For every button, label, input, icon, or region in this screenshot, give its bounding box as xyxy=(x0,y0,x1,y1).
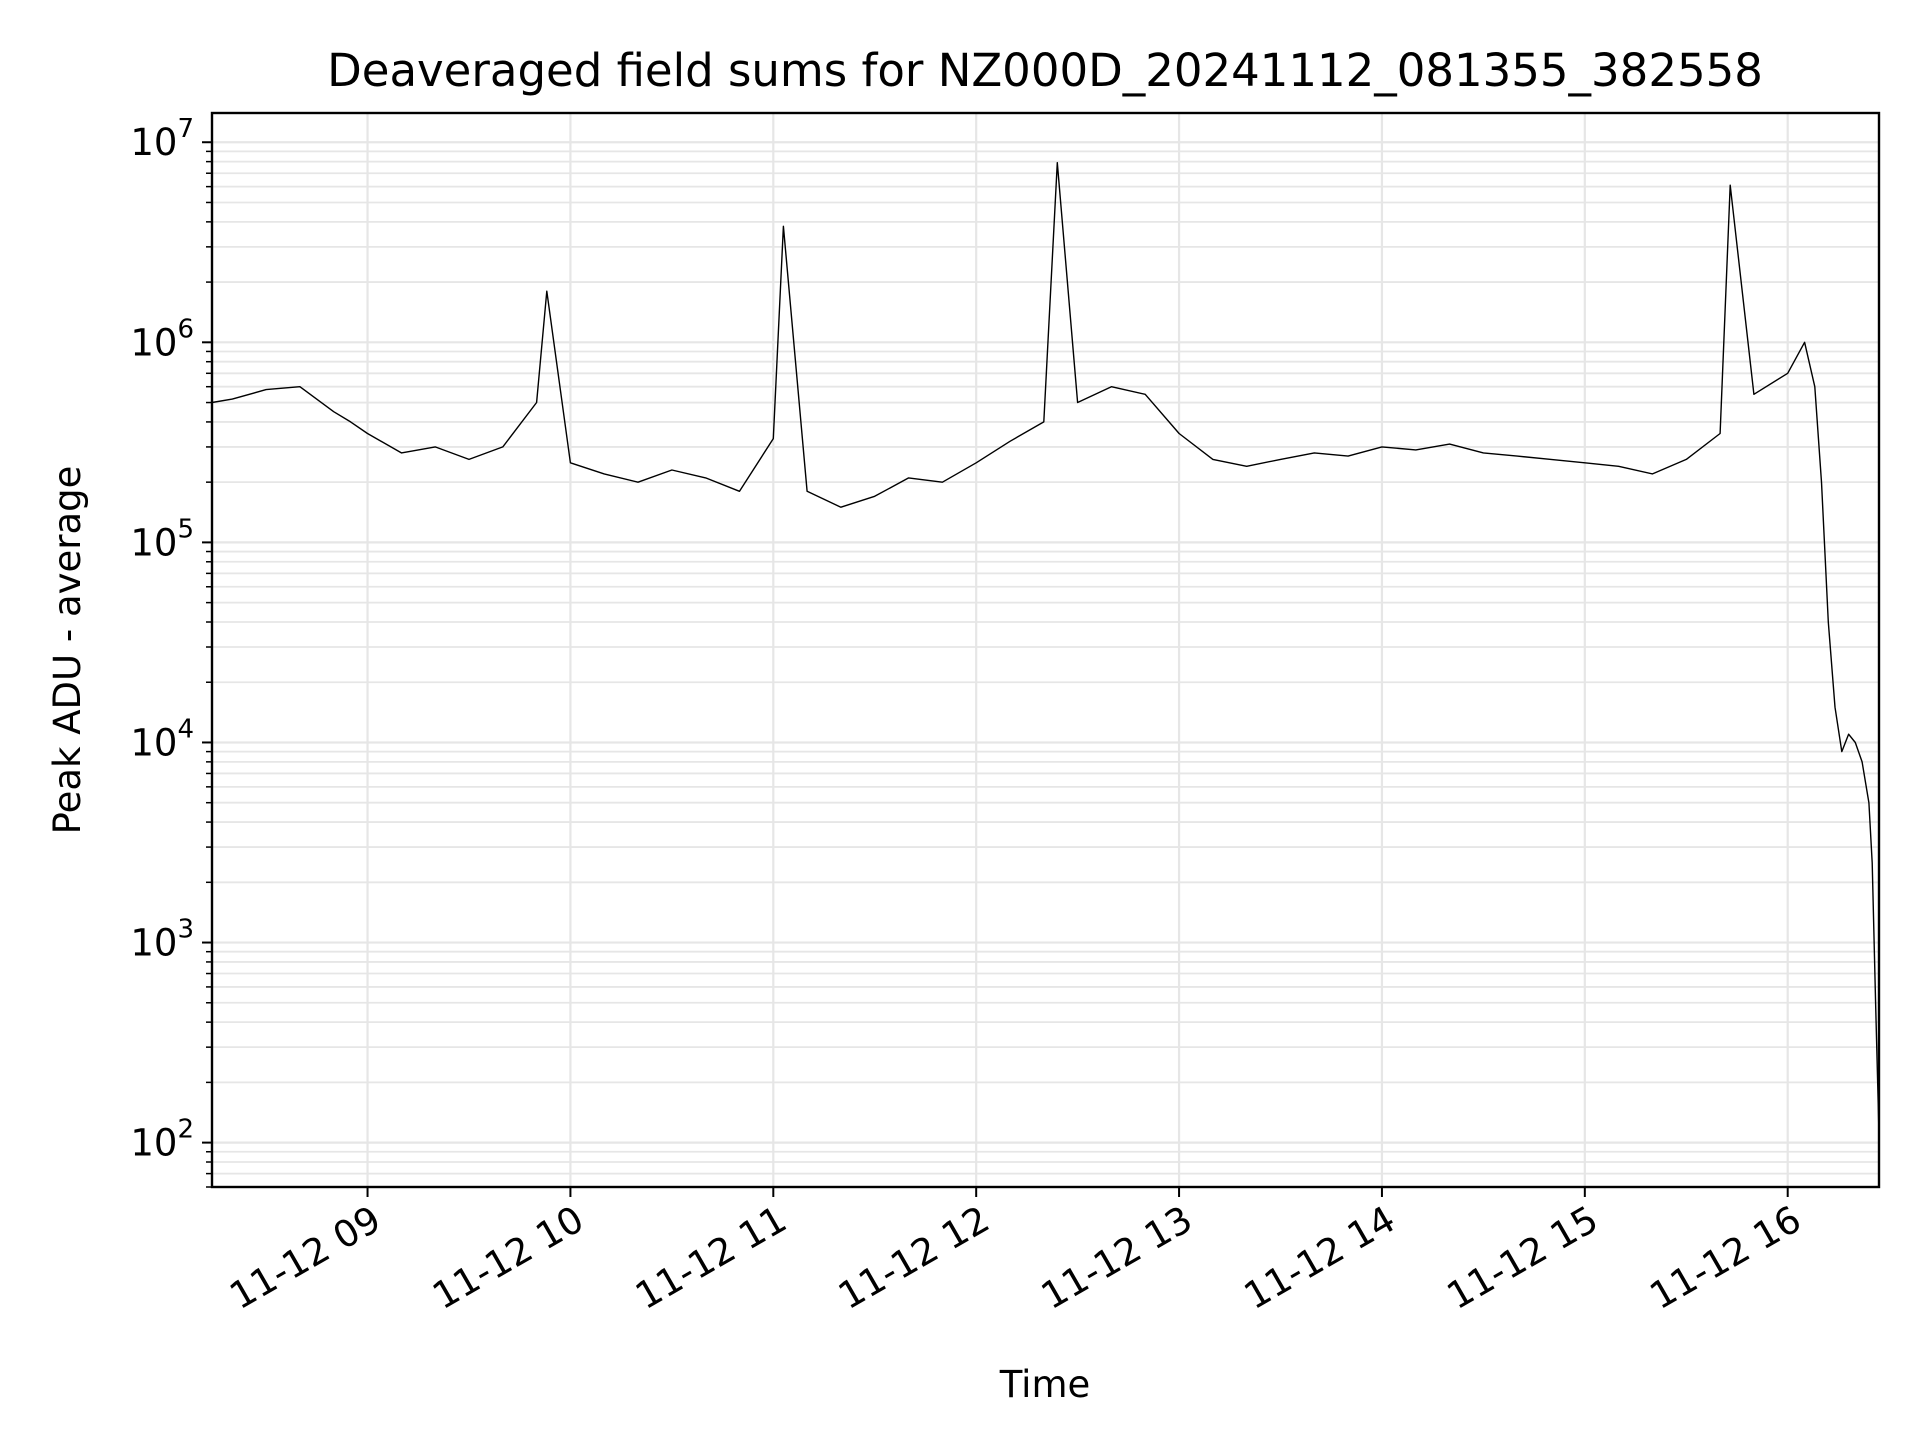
y-tick-label: 105 xyxy=(130,514,194,564)
y-tick-base: 10 xyxy=(130,721,177,764)
chart-title: Deaveraged field sums for NZ000D_2024111… xyxy=(327,44,1763,97)
plot-frame xyxy=(210,111,1881,1189)
x-tick-label: 11-12 14 xyxy=(1237,1198,1403,1318)
y-tick-label: 106 xyxy=(130,314,194,364)
y-tick-base: 10 xyxy=(130,521,177,564)
y-tick-label: 107 xyxy=(130,114,194,164)
y-tick-exponent: 3 xyxy=(177,915,194,945)
x-tick-label: 11-12 15 xyxy=(1440,1198,1606,1318)
y-tick-base: 10 xyxy=(130,121,177,164)
y-tick-exponent: 2 xyxy=(177,1115,194,1145)
grid-layer xyxy=(212,113,1879,1188)
y-tick-base: 10 xyxy=(130,922,177,965)
y-tick-exponent: 5 xyxy=(177,514,194,544)
x-tick-label: 11-12 16 xyxy=(1643,1198,1809,1318)
y-tick-label: 103 xyxy=(130,915,194,965)
y-tick-exponent: 6 xyxy=(177,314,194,344)
y-tick-base: 10 xyxy=(130,321,177,364)
y-tick-label: 102 xyxy=(130,1115,194,1165)
x-tick-label: 11-12 10 xyxy=(425,1198,591,1318)
x-axis-label: Time xyxy=(999,1363,1091,1406)
y-axis-label: Peak ADU - average xyxy=(46,466,89,835)
x-tick-label: 11-12 13 xyxy=(1034,1198,1200,1318)
y-tick-exponent: 7 xyxy=(177,114,194,144)
x-tick-label: 11-12 09 xyxy=(222,1198,388,1318)
x-tick-label: 11-12 12 xyxy=(831,1198,997,1318)
y-tick-base: 10 xyxy=(130,1122,177,1165)
data-series-line xyxy=(211,162,1880,1135)
y-tick-exponent: 4 xyxy=(177,714,194,744)
x-tick-label: 11-12 11 xyxy=(628,1198,794,1318)
x-axis: 11-12 09 11-12 10 11-12 11 11-12 12 11-12 13… xyxy=(222,1187,1808,1318)
y-tick-label: 104 xyxy=(130,714,194,764)
